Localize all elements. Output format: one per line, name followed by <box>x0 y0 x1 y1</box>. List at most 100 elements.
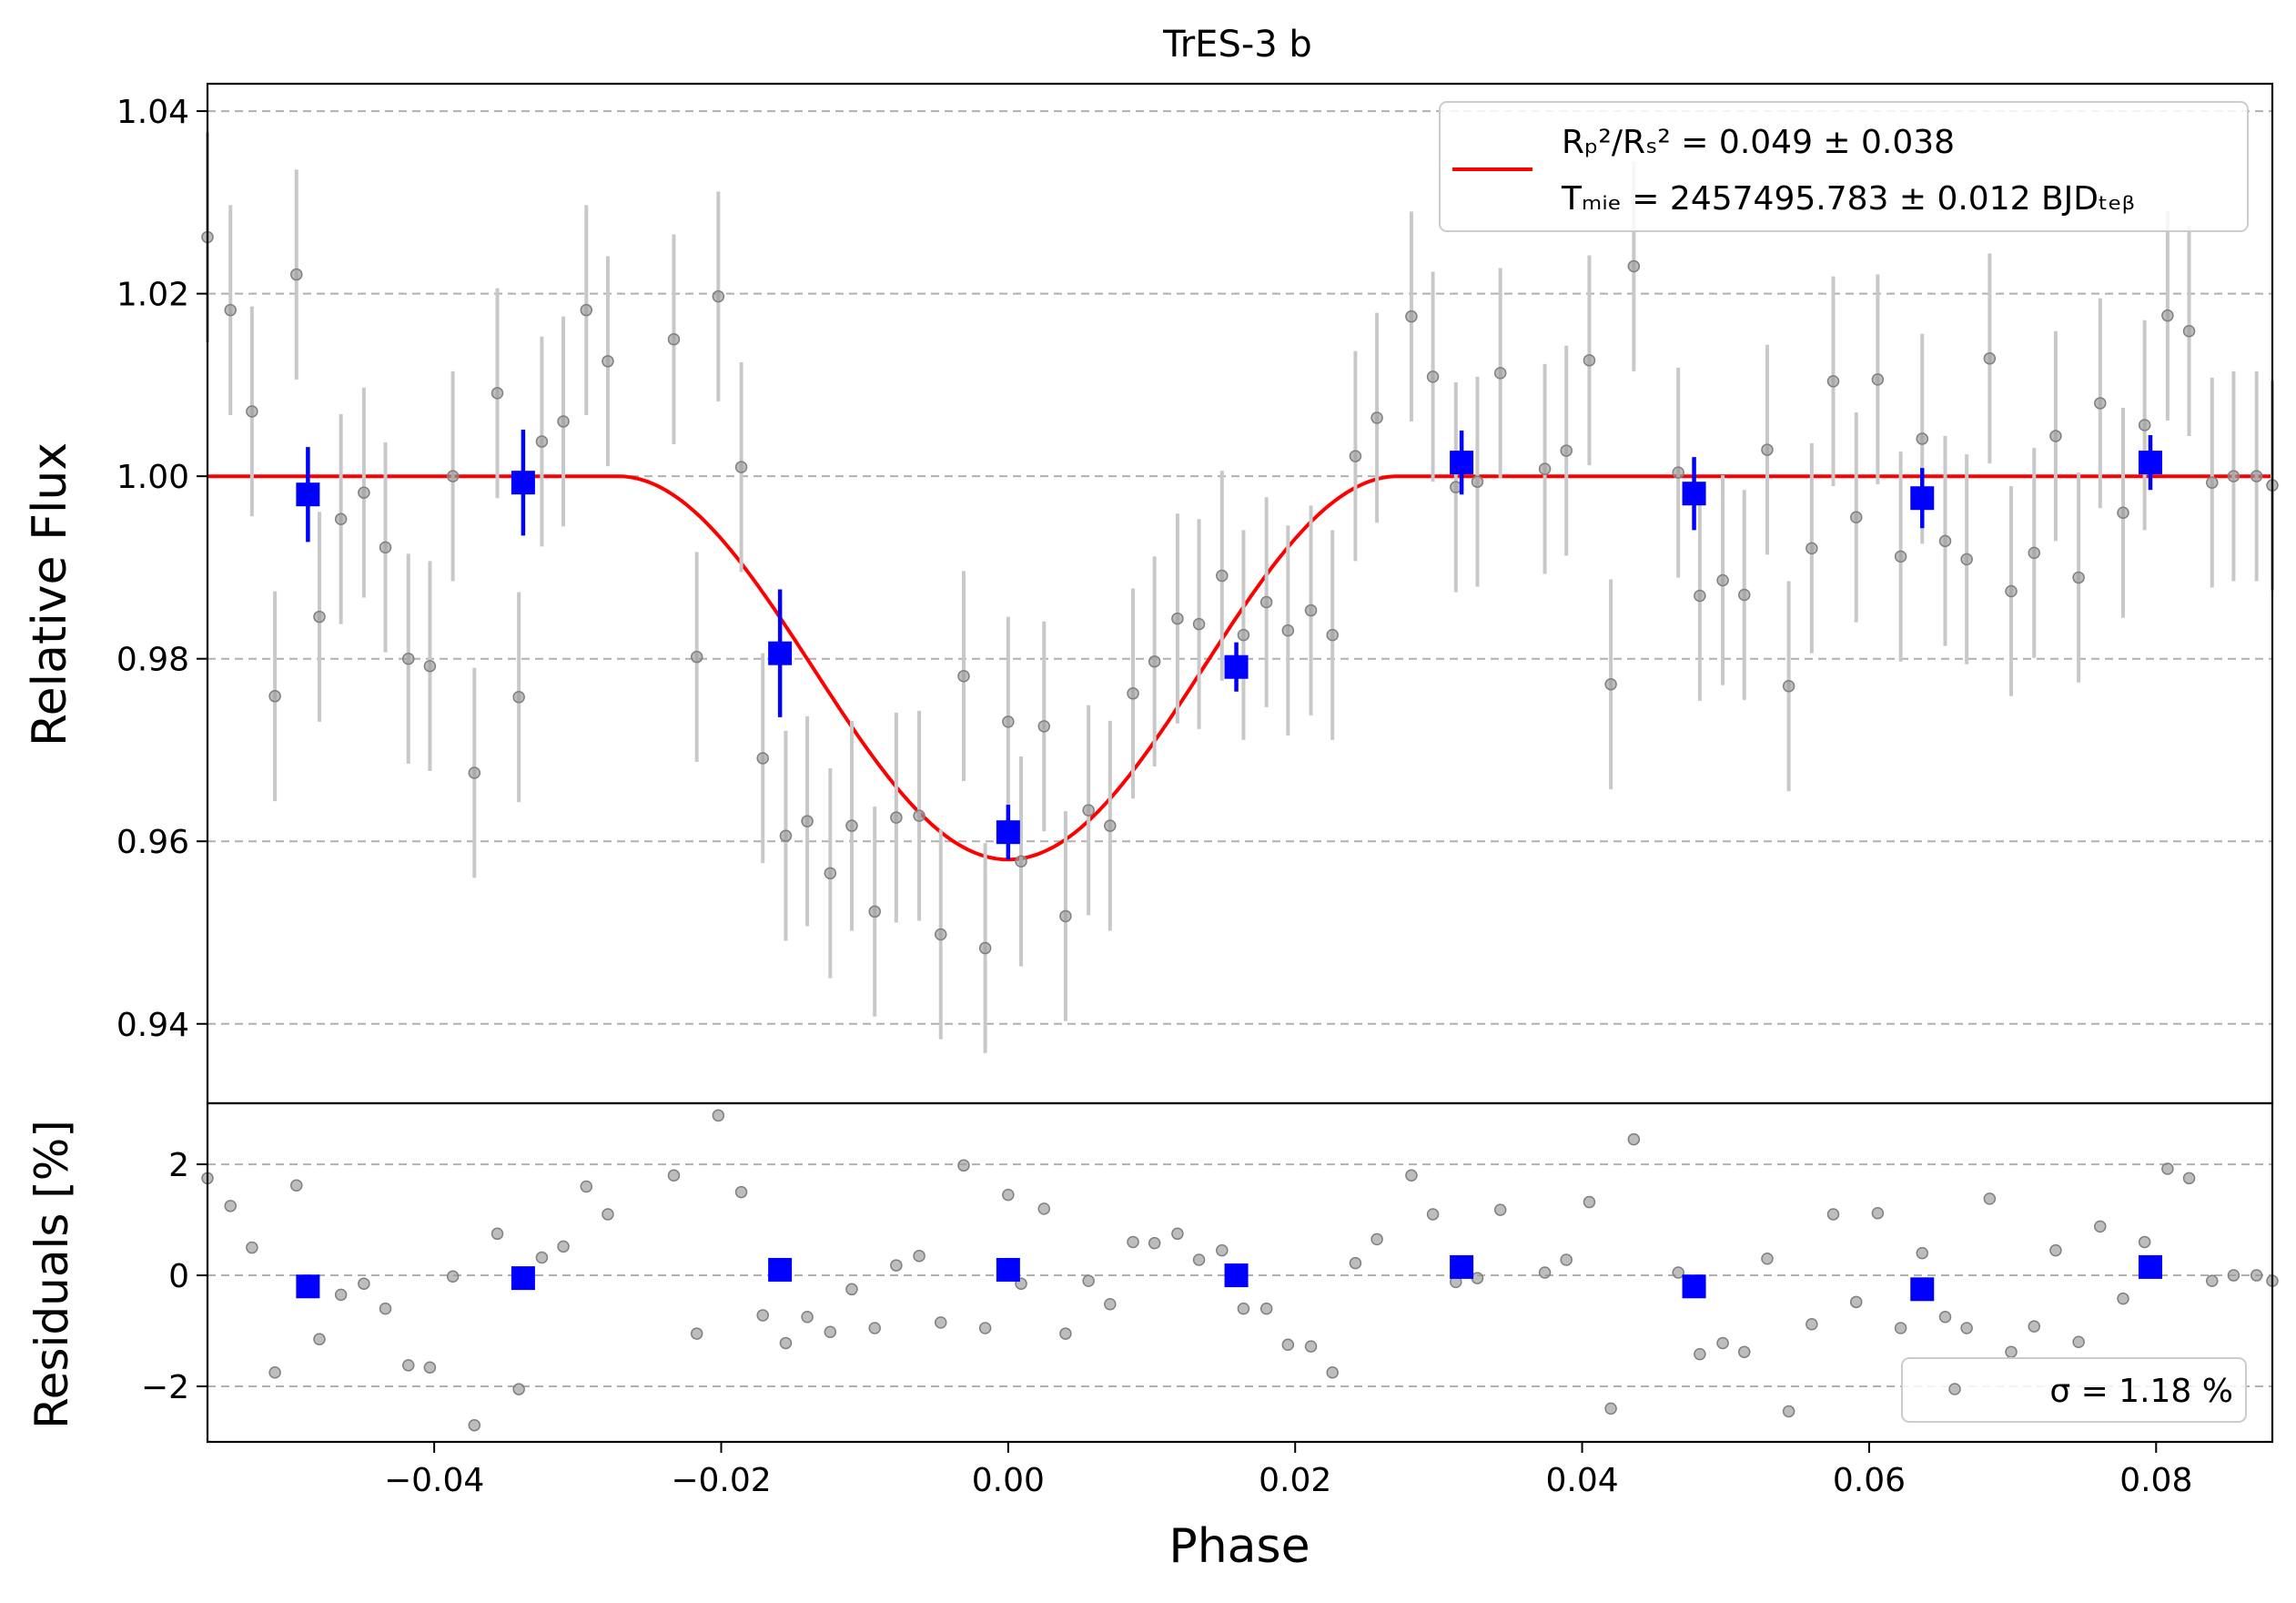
residuals-raw-point <box>1627 1132 1641 1146</box>
residuals-raw-point <box>2094 1220 2107 1233</box>
x-tick-label: −0.02 <box>671 1462 771 1499</box>
flux-raw-point <box>468 766 481 779</box>
residuals-raw-point <box>423 1361 437 1375</box>
residuals-raw-point <box>1871 1206 1885 1220</box>
flux-raw-point <box>491 387 504 400</box>
flux-raw-point <box>1259 595 1273 609</box>
residuals-raw-point <box>358 1277 370 1290</box>
residuals-binned-point <box>1910 1277 1935 1302</box>
residuals-raw-point <box>1326 1366 1339 1379</box>
residuals-binned-point <box>511 1266 535 1291</box>
residuals-y-tick-label: −2 <box>141 1369 189 1406</box>
flux-binned-point <box>2138 451 2162 475</box>
residuals-binned-point <box>1224 1263 1249 1288</box>
flux-raw-point <box>512 691 525 704</box>
residuals-raw-point <box>957 1159 970 1172</box>
residuals-raw-point <box>602 1208 614 1221</box>
flux-raw-points <box>201 132 2279 1053</box>
residuals-raw-point <box>446 1270 460 1283</box>
flux-raw-point <box>1471 475 1484 488</box>
residuals-raw-point <box>690 1327 703 1340</box>
flux-raw-point <box>1059 909 1072 923</box>
residuals-raw-point <box>1604 1402 1617 1415</box>
residuals-raw-point <box>1216 1243 1229 1257</box>
residuals-raw-point <box>1426 1208 1440 1221</box>
residuals-raw-point <box>1037 1202 1051 1215</box>
flux-raw-point <box>2206 476 2219 489</box>
residuals-raw-point <box>1059 1327 1072 1340</box>
flux-raw-point <box>1560 444 1573 457</box>
flux-raw-point <box>1104 819 1117 832</box>
residuals-raw-point <box>1082 1274 1095 1287</box>
flux-raw-point <box>2117 506 2129 520</box>
residuals-raw-points <box>201 1109 2279 1432</box>
flux-raw-point <box>1002 715 1015 728</box>
flux-binned-point <box>1450 451 1474 475</box>
flux-raw-point <box>1127 687 1139 700</box>
residuals-raw-point <box>1782 1405 1795 1418</box>
flux-binned-points <box>296 430 2162 860</box>
residuals-raw-point <box>890 1259 903 1272</box>
legend-tmid-text: Tₘᵢₑ = 2457495.783 ± 0.012 BJDₜₑᵦ <box>1561 180 2135 218</box>
flux-raw-point <box>2138 419 2151 431</box>
flux-raw-point <box>1304 604 1318 617</box>
residuals-raw-point <box>491 1227 504 1241</box>
flux-raw-point <box>1716 573 1729 587</box>
flux-legend: Rₚ²/Rₛ² = 0.049 ± 0.038 Tₘᵢₑ = 2457495.7… <box>1439 101 2249 232</box>
flux-raw-point <box>1216 569 1229 583</box>
flux-raw-point <box>2250 470 2263 482</box>
flux-raw-point <box>1237 628 1250 642</box>
residuals-raw-point <box>1737 1345 1751 1358</box>
x-tick-label: −0.04 <box>384 1462 484 1499</box>
flux-raw-point <box>712 289 725 303</box>
flux-binned-point <box>296 482 320 507</box>
legend-rprs-text: Rₚ²/Rₛ² = 0.049 ± 0.038 <box>1562 124 1955 161</box>
flux-y-tick-label: 0.94 <box>116 1007 189 1044</box>
flux-raw-point <box>779 829 793 842</box>
flux-legend-box <box>1439 101 2249 232</box>
residuals-raw-point <box>580 1180 593 1193</box>
flux-raw-point <box>557 415 570 428</box>
flux-raw-point <box>1171 612 1184 625</box>
flux-raw-point <box>580 303 593 317</box>
residuals-raw-point <box>313 1333 326 1345</box>
flux-binned-point <box>1682 482 1706 506</box>
flux-binned-point <box>996 820 1020 845</box>
flux-raw-point <box>1782 680 1795 693</box>
residuals-raw-point <box>1281 1338 1295 1352</box>
residuals-binned-points <box>296 1254 2162 1302</box>
flux-raw-point <box>313 610 326 624</box>
residuals-raw-point <box>934 1316 947 1329</box>
flux-raw-point <box>845 819 858 832</box>
flux-raw-point <box>690 650 703 664</box>
residuals-raw-point <box>1493 1203 1507 1216</box>
residuals-raw-point <box>824 1325 837 1339</box>
residuals-binned-point <box>1682 1274 1706 1299</box>
residuals-raw-point <box>1938 1311 1952 1324</box>
flux-binned-point <box>511 471 535 495</box>
flux-raw-point <box>824 867 837 880</box>
flux-raw-point <box>224 303 237 317</box>
flux-raw-point <box>1426 370 1440 383</box>
flux-raw-point <box>1916 432 1929 445</box>
residuals-raw-point <box>379 1302 392 1315</box>
residuals-panel-frame <box>206 1101 2274 1444</box>
flux-raw-point <box>1737 588 1751 602</box>
residuals-raw-point <box>1560 1253 1573 1266</box>
residuals-raw-point <box>246 1241 258 1254</box>
flux-raw-point <box>1938 534 1952 548</box>
flux-y-tick-label: 0.96 <box>116 824 189 861</box>
flux-raw-point <box>1349 450 1362 462</box>
flux-y-tick-label: 1.00 <box>116 459 189 496</box>
residuals-raw-point <box>2049 1243 2062 1257</box>
residuals-raw-point <box>1583 1195 1596 1209</box>
residuals-raw-point <box>1371 1233 1383 1246</box>
flux-raw-point <box>2227 470 2240 482</box>
flux-raw-point <box>1326 628 1339 642</box>
flux-raw-point <box>1960 553 1973 566</box>
residuals-x-axis-ticks: −0.04 −0.02 0.00 0.02 0.04 0.06 0.08 <box>384 1442 2192 1499</box>
residuals-legend-box <box>1901 1357 2247 1423</box>
residuals-y-tick-label: 2 <box>168 1147 189 1184</box>
residuals-raw-point <box>2028 1320 2041 1333</box>
